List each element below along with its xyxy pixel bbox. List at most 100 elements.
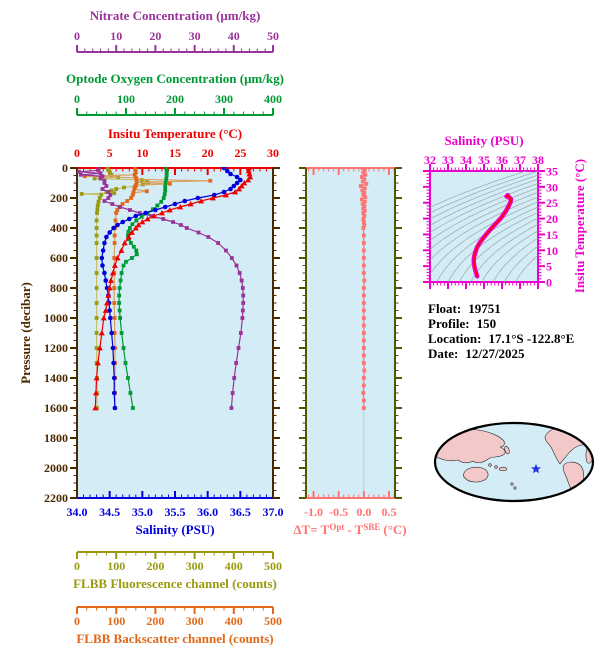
svg-text:35: 35 <box>546 165 558 179</box>
svg-text:-0.5: -0.5 <box>329 505 348 519</box>
oxygen-axis: 0 100 200 300 400 <box>74 92 282 116</box>
float-id-value: 19751 <box>468 301 501 316</box>
svg-text:15: 15 <box>169 146 181 160</box>
svg-text:40: 40 <box>228 29 240 43</box>
delta-title-sup2: SBE <box>363 522 380 532</box>
svg-text:300: 300 <box>186 559 204 573</box>
svg-text:1400: 1400 <box>44 371 68 385</box>
svg-text:1600: 1600 <box>44 401 68 415</box>
svg-text:0.0: 0.0 <box>356 505 371 519</box>
svg-text:35: 35 <box>478 153 490 167</box>
profile-line: Profile: 150 <box>428 316 496 331</box>
nitrate-axis-title: Nitrate Concentration (μm/kg) <box>90 8 261 23</box>
delta-t-bottom-axis: -1.0 -0.5 0.0 0.5 <box>304 491 396 519</box>
delta-title-p2: - T <box>347 522 363 537</box>
svg-text:500: 500 <box>264 614 282 628</box>
svg-text:5: 5 <box>546 260 552 274</box>
svg-text:30: 30 <box>189 29 201 43</box>
svg-text:0: 0 <box>74 614 80 628</box>
main-plot-area <box>77 168 273 498</box>
svg-text:400: 400 <box>225 559 243 573</box>
svg-text:33: 33 <box>442 153 454 167</box>
svg-text:35.0: 35.0 <box>132 505 153 519</box>
map-island <box>488 463 492 467</box>
temperature-axis-title: Insitu Temperature (°C) <box>108 126 242 141</box>
svg-text:200: 200 <box>50 191 68 205</box>
delta-title-sup1: Opt <box>329 522 344 532</box>
delta-panel-left-axis <box>299 167 307 499</box>
profile-value: 150 <box>477 316 497 331</box>
ts-temperature-axis-title: Insitu Temperature (°C) <box>572 159 587 293</box>
svg-text:37.0: 37.0 <box>263 505 284 519</box>
svg-text:200: 200 <box>146 559 164 573</box>
svg-text:400: 400 <box>264 92 282 106</box>
svg-text:300: 300 <box>186 614 204 628</box>
profile-label: Profile: <box>428 316 470 331</box>
backscatter-axis: 0 100 200 300 400 500 <box>74 606 282 628</box>
svg-text:600: 600 <box>50 251 68 265</box>
svg-text:100: 100 <box>107 614 125 628</box>
svg-text:15: 15 <box>546 228 558 242</box>
ts-axis-left <box>423 170 431 283</box>
svg-text:30: 30 <box>546 180 558 194</box>
svg-text:35.5: 35.5 <box>165 505 186 519</box>
ts-isopycnal-contours <box>430 171 538 282</box>
svg-text:34.5: 34.5 <box>99 505 120 519</box>
svg-text:10: 10 <box>110 29 122 43</box>
svg-text:34.0: 34.0 <box>67 505 88 519</box>
svg-text:36.5: 36.5 <box>230 505 251 519</box>
svg-text:800: 800 <box>50 281 68 295</box>
svg-text:400: 400 <box>225 614 243 628</box>
svg-text:10: 10 <box>136 146 148 160</box>
world-map <box>433 421 595 503</box>
ts-profile-curve-core <box>472 194 512 278</box>
float-id-label: Float: <box>428 301 461 316</box>
map-island <box>513 486 517 490</box>
map-greenland <box>567 425 577 431</box>
svg-text:1200: 1200 <box>44 341 68 355</box>
svg-text:10: 10 <box>546 244 558 258</box>
location-value: 17.1°S -122.8°E <box>488 331 574 346</box>
temperature-axis: 0 5 10 15 20 25 30 <box>74 146 279 175</box>
map-island <box>510 482 514 486</box>
float-location-star-icon <box>531 463 541 474</box>
map-outline <box>433 421 595 503</box>
delta-title-p3: (°C) <box>383 522 406 537</box>
date-label: Date: <box>428 346 458 361</box>
nitrate-axis: 0 10 20 30 40 50 <box>74 29 279 53</box>
svg-text:25: 25 <box>234 146 246 160</box>
pressure-axis-right <box>272 167 280 499</box>
svg-text:0: 0 <box>74 559 80 573</box>
location-label: Location: <box>428 331 481 346</box>
location-line: Location: 17.1°S -122.8°E <box>428 331 574 346</box>
float-info: Float: 19751 Profile: 150 Location: 17.1°S … <box>428 301 574 361</box>
svg-text:300: 300 <box>215 92 233 106</box>
delta-title-p1: ΔT= T <box>293 522 329 537</box>
fluorescence-axis: 0 100 200 300 400 500 <box>74 551 282 573</box>
ts-salinity-axis-title: Salinity (PSU) <box>444 133 523 148</box>
date-line: Date: 12/27/2025 <box>428 346 525 361</box>
svg-text:36: 36 <box>496 153 508 167</box>
svg-text:0: 0 <box>74 146 80 160</box>
delta-t-series <box>358 167 369 410</box>
backscatter-axis-title: FLBB Backscatter channel (counts) <box>76 631 273 646</box>
pressure-axis-title: Pressure (decibar) <box>18 282 33 384</box>
salinity-axis-title: Salinity (PSU) <box>135 522 214 537</box>
ts-salinity-axis-bottom <box>429 281 539 289</box>
pressure-axis-left: 0 200 400 600 800 1000 1200 1400 1600 1800 2000 220… <box>44 161 78 505</box>
nitrate-series <box>77 167 246 410</box>
svg-text:34: 34 <box>460 153 472 167</box>
svg-text:200: 200 <box>146 614 164 628</box>
temperature-series <box>92 167 254 411</box>
svg-text:32: 32 <box>424 153 436 167</box>
svg-text:30: 30 <box>267 146 279 160</box>
date-value: 12/27/2025 <box>465 346 525 361</box>
ts-salinity-axis-top: 32 33 34 35 36 37 38 <box>424 153 544 172</box>
svg-text:200: 200 <box>166 92 184 106</box>
map-australia <box>463 466 489 483</box>
svg-text:20: 20 <box>202 146 214 160</box>
svg-text:100: 100 <box>117 92 135 106</box>
